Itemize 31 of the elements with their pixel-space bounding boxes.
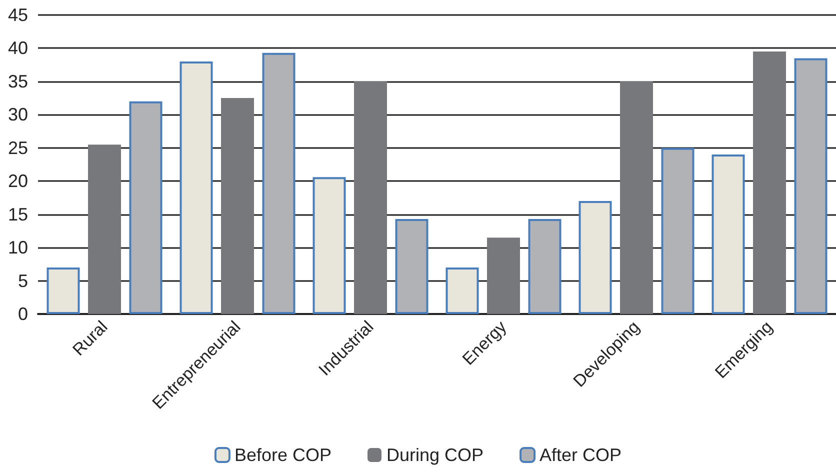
y-tick-label: 10 [8, 238, 28, 258]
y-tick-label: 5 [18, 270, 28, 291]
bar [661, 148, 694, 314]
legend-label: During COP [386, 445, 484, 465]
bar [46, 267, 80, 314]
bar [712, 154, 745, 314]
bar [446, 267, 479, 314]
y-tick-label: 30 [8, 104, 28, 125]
bar [753, 52, 786, 314]
y-tick-label: 20 [8, 171, 28, 192]
bar [620, 81, 653, 314]
bar [578, 201, 612, 314]
y-tick-label: 15 [8, 204, 28, 224]
y-tick-label: 45 [8, 5, 28, 25]
bar [528, 218, 562, 314]
bar [487, 238, 520, 314]
bar [794, 58, 828, 314]
bar [221, 98, 254, 314]
y-tick-label: 40 [8, 38, 28, 58]
legend-label: Before COP [234, 445, 332, 465]
bar [354, 81, 387, 314]
y-tick-label: 25 [8, 138, 28, 158]
y-tick-label: 35 [8, 71, 28, 92]
y-tick-label: 0 [18, 304, 28, 324]
bar [88, 144, 121, 314]
bar [129, 101, 162, 314]
legend-label: After COP [540, 445, 622, 465]
bar [312, 177, 346, 314]
bar [395, 218, 428, 314]
bar [262, 52, 296, 314]
bar [180, 62, 213, 314]
